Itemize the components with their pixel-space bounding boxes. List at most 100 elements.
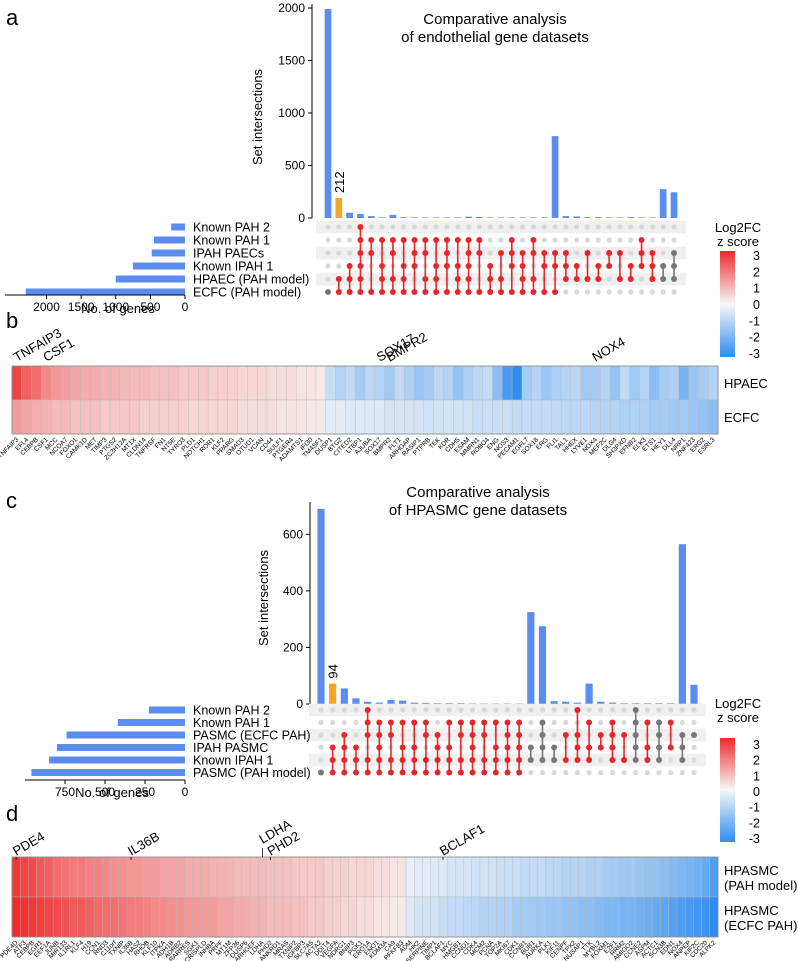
set-size-bar [153,236,185,244]
matrix-dot-filled [476,250,483,256]
matrix-dot-filled [562,250,569,256]
intersection-bar [678,544,686,704]
intersection-bar [398,700,407,704]
set-size-bar [57,744,185,751]
matrix-dot-empty [644,769,650,776]
matrix-dot-filled [454,237,461,243]
matrix-dot-empty [671,237,677,243]
intersection-bar [340,688,348,704]
heat-cell [247,399,258,435]
set-size-bar [151,249,185,257]
heat-cell [192,856,202,898]
matrix-dot-filled [457,757,464,763]
heat-cell [109,365,121,401]
heat-cell [531,365,543,401]
matrix-dot-empty [628,224,634,230]
matrix-dot-filled [434,757,441,763]
intersection-bar [324,9,332,218]
heat-cell [149,365,160,401]
matrix-dot-filled [504,719,511,726]
matrix-dot-filled [411,719,418,726]
heat-frame [11,856,719,938]
matrix-dot-filled [584,276,591,282]
heat-cell [496,896,506,938]
matrix-dot-filled [346,263,353,269]
matrix-dot-filled [379,289,386,295]
heat-cell [307,856,317,898]
matrix-dot-filled [446,769,453,776]
intersection-bar [585,683,593,704]
heat-cell [345,365,356,401]
intersection-bar [445,703,453,704]
heat-cell [217,856,226,898]
heat-cell [521,365,533,401]
heat-cell [93,896,103,938]
heat-cell [602,856,612,898]
matrix-dot-filled [389,250,396,256]
matrix-dot-filled [325,289,331,295]
heat-cell [323,856,333,898]
heat-cell [331,896,341,938]
matrix-dot-filled [508,263,515,269]
heat-cell [594,896,604,938]
heat-cell [249,856,259,898]
heat-cell [276,365,288,401]
y-tick-label: 400 [283,584,303,598]
matrix-dot-empty [606,289,612,295]
matrix-dot-filled [368,237,375,243]
matrix-dot-empty [465,224,472,230]
heat-cell [551,399,562,435]
heat-cell [102,856,112,898]
heat-cell [698,365,709,401]
matrix-dot-filled [400,263,407,269]
set-name-label: Known PAH 1 [193,234,270,248]
heat-legend-c: Log2FC z score 3 21 0 -1-2 -3 [715,696,761,846]
heat-cell [649,365,660,401]
heat-cell [684,856,694,898]
matrix-dot-empty [539,769,546,776]
heat-cell [364,896,374,938]
matrix-dot-empty [541,237,547,243]
panel-label-c: c [6,488,17,513]
heat-cell [611,856,620,898]
heat-cell [580,365,592,401]
heat-cell [609,399,621,435]
heat-cell [422,856,432,898]
heat-cell [541,399,552,435]
matrix-dot-filled [616,276,623,282]
intersection-bar [608,702,617,704]
heat-cell [325,365,337,401]
heat-cell [627,856,637,898]
set-name-label: PASMC (PAH model) [193,766,311,780]
matrix-dot-filled [516,719,523,726]
matrix-dot-empty [390,224,396,230]
heat-cell [463,856,473,898]
matrix-dot-filled [389,237,396,243]
matrix-dot-filled [671,250,677,256]
heat-cell [629,365,641,401]
matrix-dot-filled [627,276,634,282]
intersection-bar [422,702,430,704]
matrix-dot-filled [516,732,523,738]
matrix-dot-filled [368,289,375,295]
heat-cell [188,365,199,401]
heat-cell [668,365,680,401]
intersection-bar [551,136,559,218]
heat-cell [282,856,292,898]
matrix-dot-empty [336,224,342,230]
heat-cell [282,896,292,938]
heat-cell [660,856,670,898]
matrix-dot-filled [609,757,616,763]
heat-cell [60,365,72,401]
heat-cell [129,399,140,435]
heat-cell [364,399,376,435]
matrix-dot-empty [528,707,534,713]
matrix-dot-filled [632,744,639,751]
heat-cell [256,399,268,435]
matrix-dot-filled [465,276,472,282]
heat-cell [578,896,588,938]
heat-cell [70,399,82,435]
matrix-dot-filled [454,276,461,282]
heat-cell [364,856,374,898]
